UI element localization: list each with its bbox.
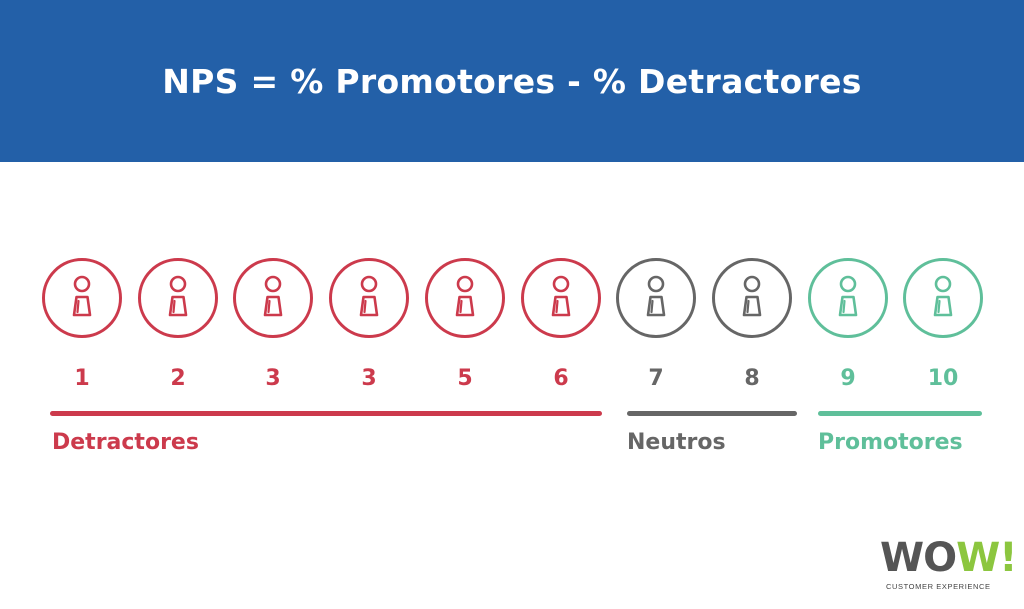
promoter-label: Promotores (818, 430, 963, 455)
person-icon (712, 258, 792, 338)
score-label: 10 (927, 366, 959, 391)
neutral-label: Neutros (627, 430, 726, 455)
header-banner: NPS = % Promotores - % Detractores (0, 0, 1024, 162)
person-icon (42, 258, 122, 338)
nps-formula-title: NPS = % Promotores - % Detractores (162, 61, 862, 101)
neutral-bar (627, 411, 797, 416)
score-label: 3 (361, 366, 377, 391)
person-icon (329, 258, 409, 338)
logo-tagline: CUSTOMER EXPERIENCE (886, 582, 991, 591)
person-icon (616, 258, 696, 338)
person-icon (903, 258, 983, 338)
score-label: 9 (840, 366, 856, 391)
score-label: 7 (648, 366, 664, 391)
logo-wordmark: WOW! (880, 535, 1018, 581)
score-label: 1 (74, 366, 90, 391)
wow-logo: WOW! CUSTOMER EXPERIENCE (880, 536, 1018, 596)
person-icon (521, 258, 601, 338)
score-label: 5 (457, 366, 473, 391)
person-icon (138, 258, 218, 338)
score-label: 6 (553, 366, 569, 391)
person-icon (425, 258, 505, 338)
promoter-bar (818, 411, 982, 416)
detractor-label: Detractores (52, 430, 199, 455)
person-icon (808, 258, 888, 338)
score-label: 2 (170, 366, 186, 391)
detractor-bar (50, 411, 602, 416)
score-label: 3 (265, 366, 281, 391)
score-label: 8 (744, 366, 760, 391)
person-icon (233, 258, 313, 338)
